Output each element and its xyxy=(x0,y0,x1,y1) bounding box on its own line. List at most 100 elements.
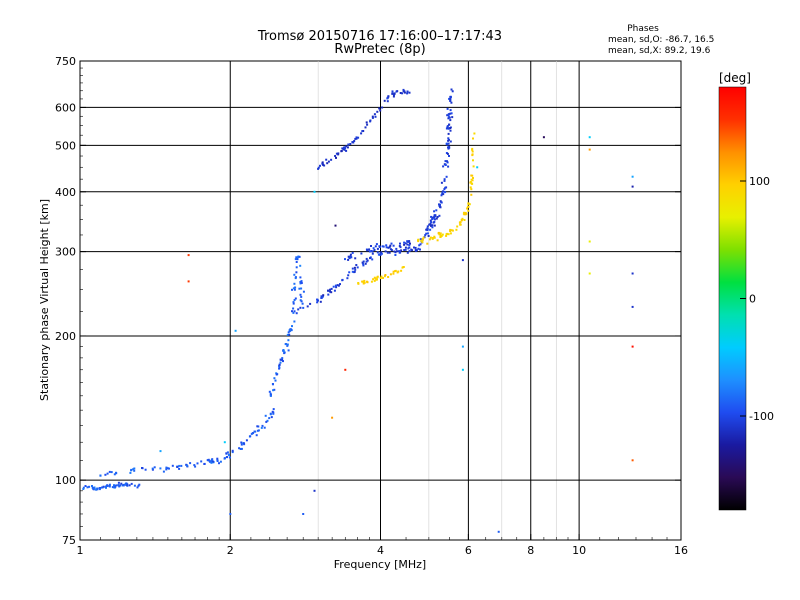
echo-point xyxy=(408,244,411,247)
echo-point xyxy=(380,275,383,278)
echo-point xyxy=(421,241,424,244)
echo-point xyxy=(437,232,440,235)
echo-point xyxy=(373,113,376,116)
echo-point xyxy=(117,481,120,484)
echo-point xyxy=(422,236,425,239)
echo-point xyxy=(111,486,114,489)
echo-point xyxy=(472,159,474,162)
echo-point xyxy=(403,249,406,251)
x-tick-label: 10 xyxy=(572,544,586,557)
echo-point xyxy=(263,426,266,429)
echo-point xyxy=(322,163,325,166)
echo-point xyxy=(302,513,305,515)
echo-point xyxy=(392,272,395,275)
echo-point xyxy=(299,299,302,302)
echo-point xyxy=(347,258,350,261)
echo-point xyxy=(403,91,406,94)
echo-point xyxy=(444,186,447,189)
echo-point xyxy=(447,127,450,130)
echo-point xyxy=(347,274,350,277)
echo-point xyxy=(406,92,409,95)
echo-point xyxy=(431,224,434,227)
echo-point xyxy=(118,485,121,488)
echo-point xyxy=(210,460,213,463)
echo-point xyxy=(439,200,442,203)
echo-point xyxy=(429,228,432,231)
echo-point xyxy=(187,280,190,283)
echo-point xyxy=(268,390,271,393)
echo-point xyxy=(133,467,136,470)
echo-point xyxy=(369,120,372,123)
echo-point xyxy=(376,251,379,254)
echo-point xyxy=(403,243,406,246)
echo-point xyxy=(451,90,454,93)
echo-point xyxy=(351,270,354,273)
echo-point xyxy=(448,146,451,149)
echo-point xyxy=(396,271,399,274)
colorbar-tick-label: 0 xyxy=(749,293,756,306)
echo-point xyxy=(292,302,295,305)
echo-point xyxy=(295,261,298,263)
echo-point xyxy=(418,244,421,247)
echo-point xyxy=(381,245,384,248)
echo-point xyxy=(631,175,634,178)
echo-point xyxy=(223,457,226,460)
echo-point xyxy=(470,188,473,191)
echo-point xyxy=(438,203,440,206)
echo-point xyxy=(631,305,634,308)
echo-point xyxy=(336,284,339,287)
echo-point xyxy=(274,379,277,382)
echo-point xyxy=(461,345,464,348)
echo-point xyxy=(325,158,328,161)
echo-point xyxy=(438,214,441,217)
y-axis-label: Stationary phase Virtual Height [km] xyxy=(38,199,51,401)
echo-point xyxy=(449,228,452,231)
echo-point xyxy=(401,266,404,269)
echo-point xyxy=(353,270,356,273)
echo-point xyxy=(113,473,116,476)
echo-point xyxy=(345,145,348,148)
echo-point xyxy=(467,202,470,205)
echo-point xyxy=(178,467,181,470)
echo-point xyxy=(394,269,397,272)
echo-point xyxy=(436,216,439,218)
echo-point xyxy=(456,225,459,228)
echo-point xyxy=(448,116,451,119)
echo-point xyxy=(138,483,141,486)
echo-point xyxy=(327,160,330,163)
echo-point xyxy=(469,186,472,189)
echo-point xyxy=(430,215,433,218)
echo-point xyxy=(408,240,411,243)
echo-point xyxy=(295,256,298,259)
echo-point xyxy=(429,219,432,222)
echo-point xyxy=(238,447,241,450)
echo-point xyxy=(105,485,108,487)
echo-point xyxy=(588,136,591,139)
echo-point xyxy=(114,485,117,488)
echo-point xyxy=(271,410,274,413)
echo-point xyxy=(301,302,304,305)
echo-point xyxy=(211,458,213,461)
echo-point xyxy=(295,266,298,269)
echo-point xyxy=(449,98,452,100)
echo-point xyxy=(353,140,356,142)
echo-point xyxy=(110,471,113,474)
echo-point xyxy=(449,127,451,130)
echo-point xyxy=(376,276,379,279)
echo-point xyxy=(165,468,168,471)
echo-point xyxy=(292,311,295,314)
echo-point xyxy=(433,236,436,239)
echo-point xyxy=(240,447,243,450)
echo-point xyxy=(104,473,107,476)
echo-point xyxy=(446,160,448,163)
echo-point xyxy=(120,482,123,485)
echo-point xyxy=(450,229,453,232)
echo-point xyxy=(379,252,382,255)
echo-point xyxy=(431,216,434,219)
echo-point xyxy=(449,129,452,132)
echo-point xyxy=(348,256,351,259)
echo-point xyxy=(371,250,374,253)
echo-point xyxy=(395,250,398,253)
echo-point xyxy=(439,232,442,235)
y-tick-label: 100 xyxy=(55,474,76,487)
